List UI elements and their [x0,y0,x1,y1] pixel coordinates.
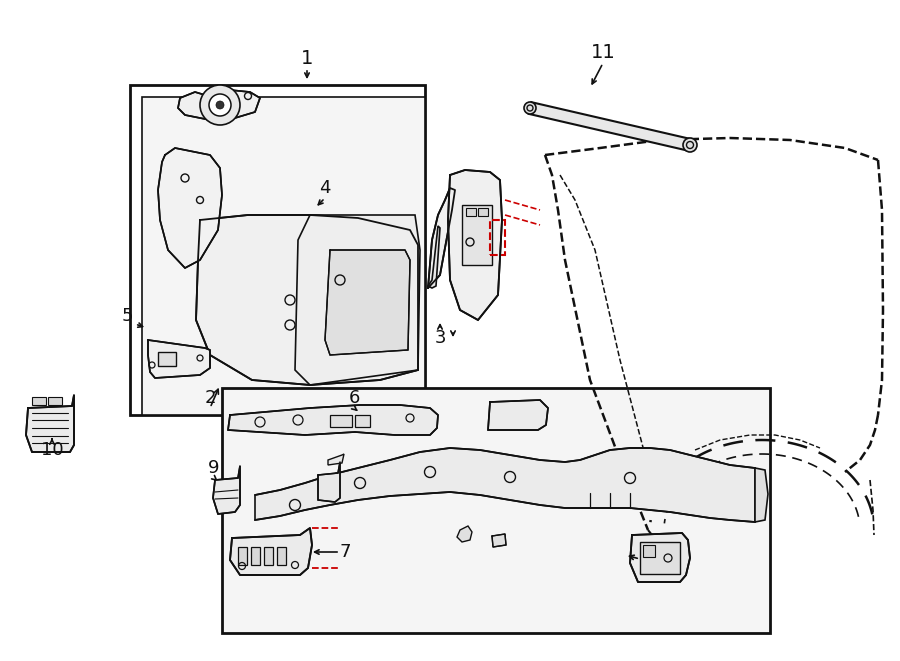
Bar [478,208,488,216]
Polygon shape [528,102,691,151]
Polygon shape [457,526,472,542]
Polygon shape [213,466,240,514]
Text: 10: 10 [40,441,63,459]
Text: 3: 3 [434,329,446,347]
Polygon shape [428,188,455,288]
Circle shape [216,101,224,109]
Text: 2: 2 [204,389,216,407]
Polygon shape [488,400,548,430]
Circle shape [209,94,231,116]
Polygon shape [158,148,222,268]
Bar [466,208,476,216]
Polygon shape [148,340,210,378]
Circle shape [200,85,240,125]
Bar [277,547,286,565]
Bar [330,415,352,427]
Bar [32,397,46,405]
Circle shape [524,102,536,114]
Bar [48,397,62,405]
Polygon shape [328,454,344,465]
Polygon shape [196,215,418,385]
Bar [251,547,260,565]
Polygon shape [230,528,312,575]
Polygon shape [325,250,410,355]
Polygon shape [755,468,768,522]
Polygon shape [255,448,755,522]
Bar [355,415,370,427]
Text: 8: 8 [643,550,653,568]
Polygon shape [630,533,690,582]
Text: 1: 1 [301,48,313,67]
Polygon shape [178,90,260,120]
Bar [462,205,492,265]
Bar [643,545,655,557]
Polygon shape [295,215,420,385]
Text: 11: 11 [590,44,616,63]
Polygon shape [26,395,74,452]
Bar [490,220,505,255]
Bar [640,542,680,574]
Polygon shape [428,226,440,288]
Text: 5: 5 [122,307,133,325]
Polygon shape [492,534,506,547]
Bar [158,352,176,366]
Polygon shape [228,405,438,435]
Bar [222,388,770,633]
Bar [238,547,247,565]
Circle shape [683,138,697,152]
Polygon shape [448,170,502,320]
Bar [264,547,273,565]
Polygon shape [318,462,340,502]
Bar [130,85,425,415]
Text: 4: 4 [320,179,331,197]
Text: 7: 7 [339,543,351,561]
Bar [142,97,425,415]
Text: 6: 6 [348,389,360,407]
Text: 9: 9 [208,459,220,477]
